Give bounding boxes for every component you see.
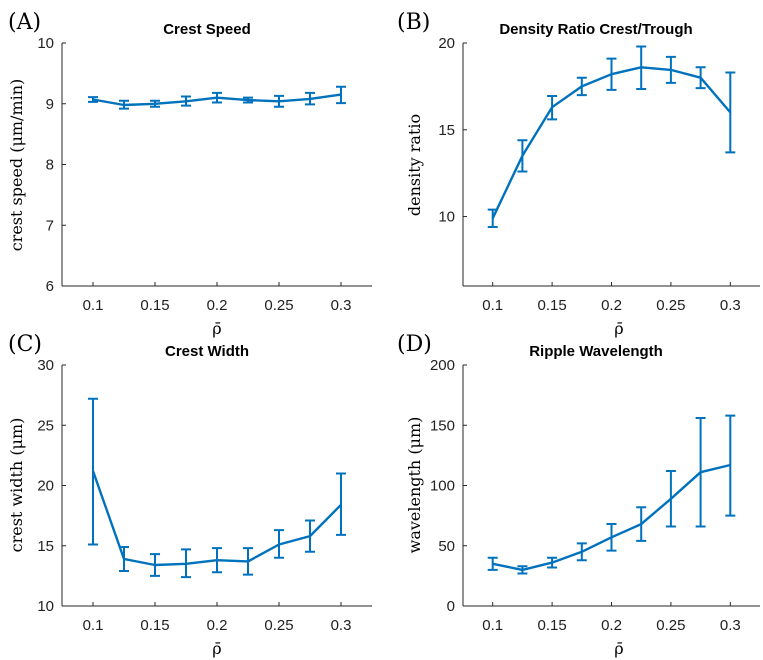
x-axis-label: ρ̄ (212, 639, 221, 658)
error-bar (150, 99, 160, 108)
error-bar (606, 57, 617, 91)
x-tick-label: 0.15 (140, 297, 169, 314)
y-tick-label: 100 (430, 478, 455, 495)
x-tick-label: 0.15 (537, 617, 566, 634)
error-bar (695, 417, 706, 528)
error-bar (547, 94, 558, 121)
error-bar (695, 66, 706, 90)
x-tick-label: 0.2 (601, 617, 622, 634)
panel-d: (D) Ripple Wavelength wavelength (μm) ρ̄… (397, 332, 760, 658)
x-tick-label: 0.15 (140, 617, 169, 634)
error-bar (274, 529, 284, 559)
error-bar (243, 547, 253, 576)
y-tick-label: 7 (46, 217, 54, 234)
panel-b: (B) Density Ratio Crest/Trough density r… (397, 10, 760, 338)
error-bar (119, 545, 129, 573)
error-bar (88, 397, 98, 546)
error-bar (88, 96, 98, 103)
error-bar (119, 99, 129, 110)
x-axis-label: ρ̄ (614, 319, 623, 338)
panel-a: (A) Crest Speed crest speed (μm/min) ρ̄ … (7, 10, 372, 338)
x-tick-label: 0.15 (537, 297, 566, 314)
x-tick-label: 0.1 (83, 617, 104, 634)
error-bar (181, 548, 191, 579)
x-tick-label: 0.3 (720, 297, 741, 314)
error-bar (725, 71, 736, 154)
y-tick-label: 0 (447, 598, 455, 615)
error-bar (517, 565, 528, 575)
error-bar (336, 472, 346, 536)
y-tick-label: 9 (46, 96, 54, 113)
y-tick-label: 10 (37, 35, 54, 52)
error-bar (606, 523, 617, 552)
y-axis-label: density ratio (405, 114, 424, 216)
x-tick-label: 0.25 (264, 297, 293, 314)
panel-letter: (D) (397, 332, 432, 357)
error-bar (576, 542, 587, 562)
error-bar (487, 208, 498, 228)
series-line (492, 463, 731, 572)
error-bar (547, 556, 558, 569)
error-bar (336, 85, 346, 105)
panel-title: Ripple Wavelength (529, 343, 663, 360)
x-tick-label: 0.25 (656, 617, 685, 634)
y-tick-label: 200 (430, 357, 455, 374)
y-tick-label: 150 (430, 417, 455, 434)
x-tick-label: 0.25 (656, 297, 685, 314)
y-tick-label: 8 (46, 157, 54, 174)
x-tick-label: 0.2 (207, 297, 228, 314)
error-bar (487, 556, 498, 571)
error-bar (305, 519, 315, 553)
panel-title: Crest Speed (163, 21, 251, 38)
x-tick-label: 0.25 (264, 617, 293, 634)
panel-title: Crest Width (165, 343, 249, 360)
x-axis-label: ρ̄ (614, 639, 623, 658)
x-tick-label: 0.1 (482, 297, 503, 314)
x-axis-label: ρ̄ (212, 319, 221, 338)
error-bar (665, 470, 676, 528)
panel-title: Density Ratio Crest/Trough (499, 21, 692, 38)
x-tick-label: 0.3 (720, 617, 741, 634)
error-bar (576, 76, 587, 97)
y-tick-label: 6 (46, 278, 54, 295)
error-bar (725, 414, 736, 517)
error-bar (150, 553, 160, 577)
y-tick-label: 25 (37, 417, 54, 434)
error-bar (243, 96, 253, 104)
error-bar (274, 94, 284, 108)
error-bar (212, 91, 222, 104)
y-tick-label: 15 (438, 122, 455, 139)
error-bar (636, 45, 647, 90)
x-tick-label: 0.3 (331, 617, 352, 634)
y-tick-label: 30 (37, 357, 54, 374)
x-tick-label: 0.1 (482, 617, 503, 634)
y-axis-label: crest speed (μm/min) (7, 79, 26, 252)
y-axis-label: wavelength (μm) (405, 417, 424, 554)
error-bar (665, 55, 676, 84)
panel-letter: (C) (8, 332, 42, 357)
y-tick-label: 50 (438, 538, 455, 555)
x-tick-label: 0.3 (331, 297, 352, 314)
x-tick-label: 0.2 (601, 297, 622, 314)
error-bar (212, 547, 222, 574)
panel-letter: (B) (397, 10, 430, 35)
panel-c: (C) Crest Width crest width (μm) ρ̄ 10 15… (7, 332, 372, 658)
y-tick-label: 10 (37, 598, 54, 615)
y-tick-label: 20 (37, 478, 54, 495)
error-bar (305, 91, 315, 106)
panel-letter: (A) (8, 10, 41, 35)
error-bar (517, 139, 528, 173)
x-tick-label: 0.2 (207, 617, 228, 634)
y-tick-label: 15 (37, 538, 54, 555)
x-tick-label: 0.1 (83, 297, 104, 314)
error-bar (181, 95, 191, 107)
y-axis-label: crest width (μm) (7, 418, 26, 553)
y-tick-label: 20 (438, 35, 455, 52)
error-bar (636, 506, 647, 542)
y-tick-label: 10 (438, 209, 455, 226)
